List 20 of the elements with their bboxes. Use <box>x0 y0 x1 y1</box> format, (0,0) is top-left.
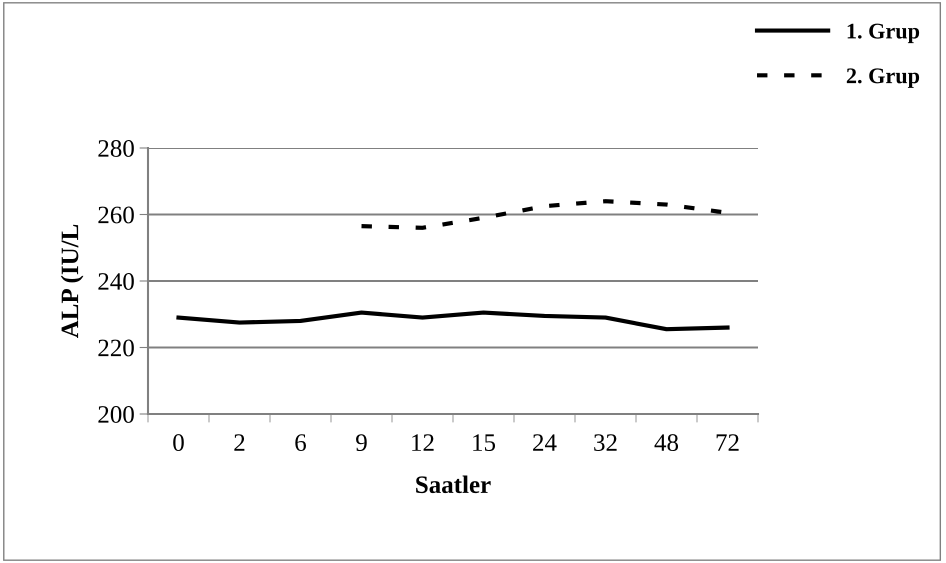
y-tick-label: 220 <box>98 340 134 356</box>
y-axis-title: ALP (IU/L <box>60 224 84 338</box>
legend-label: 1. Grup <box>848 24 920 44</box>
x-axis-title: Saatler <box>416 476 491 494</box>
y-tick-label: 240 <box>98 273 134 290</box>
y-tick-label: 200 <box>98 406 134 423</box>
x-tick-label: 2 <box>234 434 244 451</box>
x-tick-label: 15 <box>473 434 496 452</box>
legend-label: 2. Grup <box>846 68 920 88</box>
x-tick-label: 24 <box>533 434 557 451</box>
x-tick-label: 9 <box>356 434 367 452</box>
x-tick-label: 32 <box>594 434 617 452</box>
x-tick-label: 72 <box>716 434 739 451</box>
x-tick-label: 12 <box>412 434 434 451</box>
x-tick-label: 48 <box>654 434 678 452</box>
y-tick-label: 260 <box>98 206 134 224</box>
x-tick-label: 6 <box>295 434 306 452</box>
line-series <box>176 310 730 332</box>
y-tick-label: 280 <box>98 140 134 157</box>
x-tick-label: 0 <box>173 434 184 452</box>
